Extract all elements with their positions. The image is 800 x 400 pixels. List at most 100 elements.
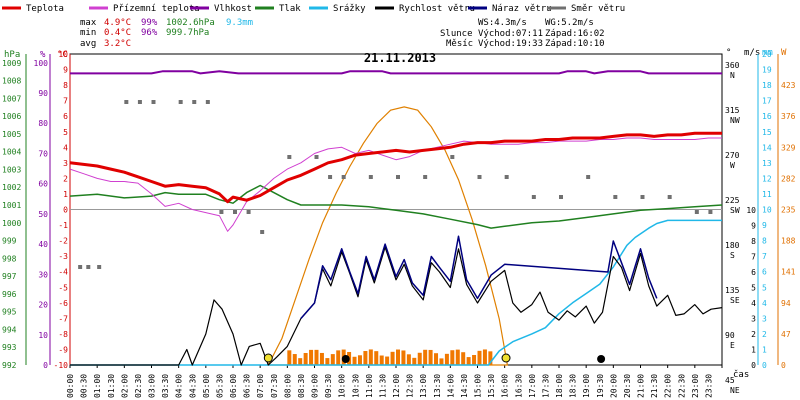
rain-intensity-bar bbox=[374, 351, 379, 365]
tick-ms: 10 bbox=[746, 206, 756, 215]
x-tick-label: 04:30 bbox=[188, 374, 197, 398]
tick-degc: 7 bbox=[63, 97, 68, 106]
tick-ms: 3 bbox=[751, 315, 756, 324]
tick-hpa: 992 bbox=[2, 361, 17, 370]
rain-intensity-bar bbox=[298, 358, 303, 365]
rain-intensity-bar bbox=[396, 349, 400, 365]
tick-mm: 11 bbox=[762, 190, 772, 199]
rain-intensity-bar bbox=[412, 357, 417, 365]
tick-w: 329 bbox=[781, 143, 796, 152]
tick-degc: -10 bbox=[54, 361, 69, 370]
x-tick-label: 16:30 bbox=[514, 374, 523, 398]
wind-direction-mark bbox=[450, 155, 455, 159]
wind-wg: WG:5.2m/s bbox=[545, 18, 594, 28]
tick-pct: 70 bbox=[38, 149, 48, 158]
tick-w: 235 bbox=[781, 206, 796, 215]
series-rain-total bbox=[70, 219, 722, 366]
wind-direction-mark bbox=[640, 195, 645, 199]
tick-mm: 10 bbox=[762, 206, 772, 215]
tick-mm: 7 bbox=[762, 252, 767, 261]
tick-dir-compass: NE bbox=[730, 386, 740, 395]
tick-degc: 5 bbox=[63, 128, 68, 137]
rain-intensity-bar bbox=[406, 354, 411, 365]
tick-ms: 6 bbox=[751, 268, 756, 277]
tick-ms: 9 bbox=[751, 222, 756, 231]
tick-mm: 0 bbox=[762, 361, 767, 370]
tick-degc: 9 bbox=[63, 66, 68, 75]
x-tick-label: 19:30 bbox=[596, 374, 605, 398]
x-tick-label: 07:30 bbox=[270, 374, 279, 398]
tick-mm: 1 bbox=[762, 345, 767, 354]
stat-label: avg bbox=[80, 39, 96, 49]
moonset-marker bbox=[341, 355, 350, 363]
x-tick-label: 03:30 bbox=[161, 374, 170, 398]
tick-w: 94 bbox=[781, 299, 791, 308]
tick-hpa: 994 bbox=[2, 325, 17, 334]
rain-intensity-bar bbox=[357, 355, 362, 365]
x-tick-label: 17:00 bbox=[528, 374, 537, 398]
tick-dir-compass: N bbox=[730, 71, 735, 80]
tick-mm: 8 bbox=[762, 237, 767, 246]
x-tick-label: 01:00 bbox=[93, 374, 102, 398]
x-tick-label: 06:30 bbox=[243, 374, 252, 398]
rain-intensity-bar bbox=[482, 349, 487, 365]
stat-label: min bbox=[80, 28, 96, 38]
axis-title-hpa: hPa bbox=[4, 50, 20, 60]
wind-direction-mark bbox=[559, 195, 563, 199]
tick-w: 47 bbox=[781, 330, 791, 339]
wind-direction-mark bbox=[287, 155, 292, 159]
legend-label: Přízemní teplota bbox=[113, 4, 200, 14]
tick-dir-compass: SE bbox=[730, 296, 740, 305]
tick-w: 423 bbox=[781, 81, 796, 90]
tick-hpa: 996 bbox=[2, 290, 17, 299]
wind-direction-mark bbox=[586, 175, 591, 179]
x-tick-label: 20:30 bbox=[623, 374, 632, 398]
tick-ms: 0 bbox=[751, 361, 756, 370]
x-tick-label: 07:00 bbox=[256, 374, 265, 398]
tick-pct: 80 bbox=[38, 119, 48, 128]
tick-mm: 20 bbox=[762, 50, 772, 59]
plot-area bbox=[69, 70, 723, 368]
tick-hpa: 997 bbox=[2, 272, 17, 281]
stats-panel: max 4.9°C 99% 1002.6hPa 9.3mm min 0.4°C 96% 999.… bbox=[80, 18, 605, 49]
tick-hpa: 1004 bbox=[2, 148, 21, 157]
x-tick-label: 10:00 bbox=[338, 374, 347, 398]
tick-mm: 17 bbox=[762, 97, 772, 106]
tick-dir-deg: 225 bbox=[725, 196, 740, 205]
wind-direction-mark bbox=[178, 100, 183, 104]
tick-mm: 3 bbox=[762, 314, 767, 323]
tick-w: 0 bbox=[781, 361, 786, 370]
wind-direction-mark bbox=[341, 175, 346, 179]
legend-label: Směr větru bbox=[571, 4, 625, 14]
tick-pct: 60 bbox=[38, 180, 48, 189]
wind-direction-mark bbox=[205, 100, 210, 104]
moon-set: Západ:10:10 bbox=[545, 39, 605, 49]
x-tick-label: 00:00 bbox=[66, 374, 75, 398]
x-tick-label: 13:00 bbox=[419, 374, 428, 398]
tick-dir-deg: 90 bbox=[725, 331, 735, 340]
tick-dir-compass: S bbox=[730, 251, 735, 260]
wind-ws: WS:4.3m/s bbox=[478, 18, 527, 28]
tick-dir-compass: NW bbox=[730, 116, 740, 125]
tick-degc: 3 bbox=[63, 159, 68, 168]
stat-pressure: 1002.6hPa bbox=[166, 18, 215, 28]
sun-label: Slunce bbox=[440, 29, 473, 39]
stat-label: max bbox=[80, 18, 97, 28]
rain-intensity-bar bbox=[309, 349, 314, 365]
x-tick-label: 11:00 bbox=[365, 374, 374, 398]
rain-intensity-bar bbox=[303, 353, 308, 365]
tick-mm: 4 bbox=[762, 299, 767, 308]
tick-dir-deg: 45 bbox=[725, 376, 735, 385]
series-humidity bbox=[70, 70, 722, 75]
tick-pct: 90 bbox=[38, 89, 48, 98]
series-pressure bbox=[69, 184, 723, 229]
x-tick-label: 09:30 bbox=[324, 374, 333, 398]
x-tick-label: 22:00 bbox=[664, 374, 673, 398]
series-ground-temperature bbox=[69, 137, 722, 232]
tick-degc: -5 bbox=[58, 283, 68, 292]
stat-pressure: 999.7hPa bbox=[166, 28, 209, 38]
tick-dir-deg: 135 bbox=[725, 286, 740, 295]
x-tick-label: 21:30 bbox=[650, 374, 659, 398]
axis-title-pct: % bbox=[40, 50, 46, 60]
wind-direction-mark bbox=[86, 265, 91, 269]
